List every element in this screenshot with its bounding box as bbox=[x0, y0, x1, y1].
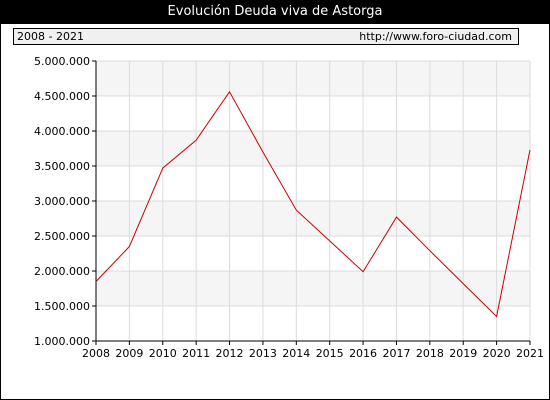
x-tick-label: 2010 bbox=[149, 347, 177, 360]
x-tick-label: 2017 bbox=[382, 347, 410, 360]
x-tick-label: 2015 bbox=[316, 347, 344, 360]
chart-title: Evolución Deuda viva de Astorga bbox=[0, 0, 550, 24]
y-tick-label: 5.000.000 bbox=[34, 55, 90, 68]
grid-band bbox=[96, 201, 530, 236]
y-tick-label: 2.500.000 bbox=[34, 230, 90, 243]
x-tick-label: 2020 bbox=[483, 347, 511, 360]
x-tick-label: 2011 bbox=[182, 347, 210, 360]
grid-band bbox=[96, 61, 530, 96]
y-tick-label: 3.000.000 bbox=[34, 195, 90, 208]
x-tick-label: 2012 bbox=[216, 347, 244, 360]
y-tick-label: 4.000.000 bbox=[34, 125, 90, 138]
x-tick-label: 2009 bbox=[115, 347, 143, 360]
year-range-label: 2008 - 2021 bbox=[17, 30, 84, 43]
x-tick-label: 2021 bbox=[516, 347, 544, 360]
y-tick-label: 1.500.000 bbox=[34, 300, 90, 313]
y-tick-label: 4.500.000 bbox=[34, 90, 90, 103]
x-tick-label: 2019 bbox=[449, 347, 477, 360]
source-url-link[interactable]: http://www.foro-ciudad.com bbox=[359, 30, 512, 43]
series-line bbox=[95, 90, 531, 318]
x-tick-label: 2008 bbox=[82, 347, 110, 360]
grid-band bbox=[96, 131, 530, 166]
x-tick-label: 2018 bbox=[416, 347, 444, 360]
y-tick-label: 1.000.000 bbox=[34, 335, 90, 348]
y-tick-label: 2.000.000 bbox=[34, 265, 90, 278]
info-box: 2008 - 2021 http://www.foro-ciudad.com bbox=[13, 28, 519, 45]
x-tick-label: 2014 bbox=[282, 347, 310, 360]
y-tick-label: 3.500.000 bbox=[34, 160, 90, 173]
x-tick-label: 2016 bbox=[349, 347, 377, 360]
x-tick-label: 2013 bbox=[249, 347, 277, 360]
grid-band bbox=[96, 271, 530, 306]
